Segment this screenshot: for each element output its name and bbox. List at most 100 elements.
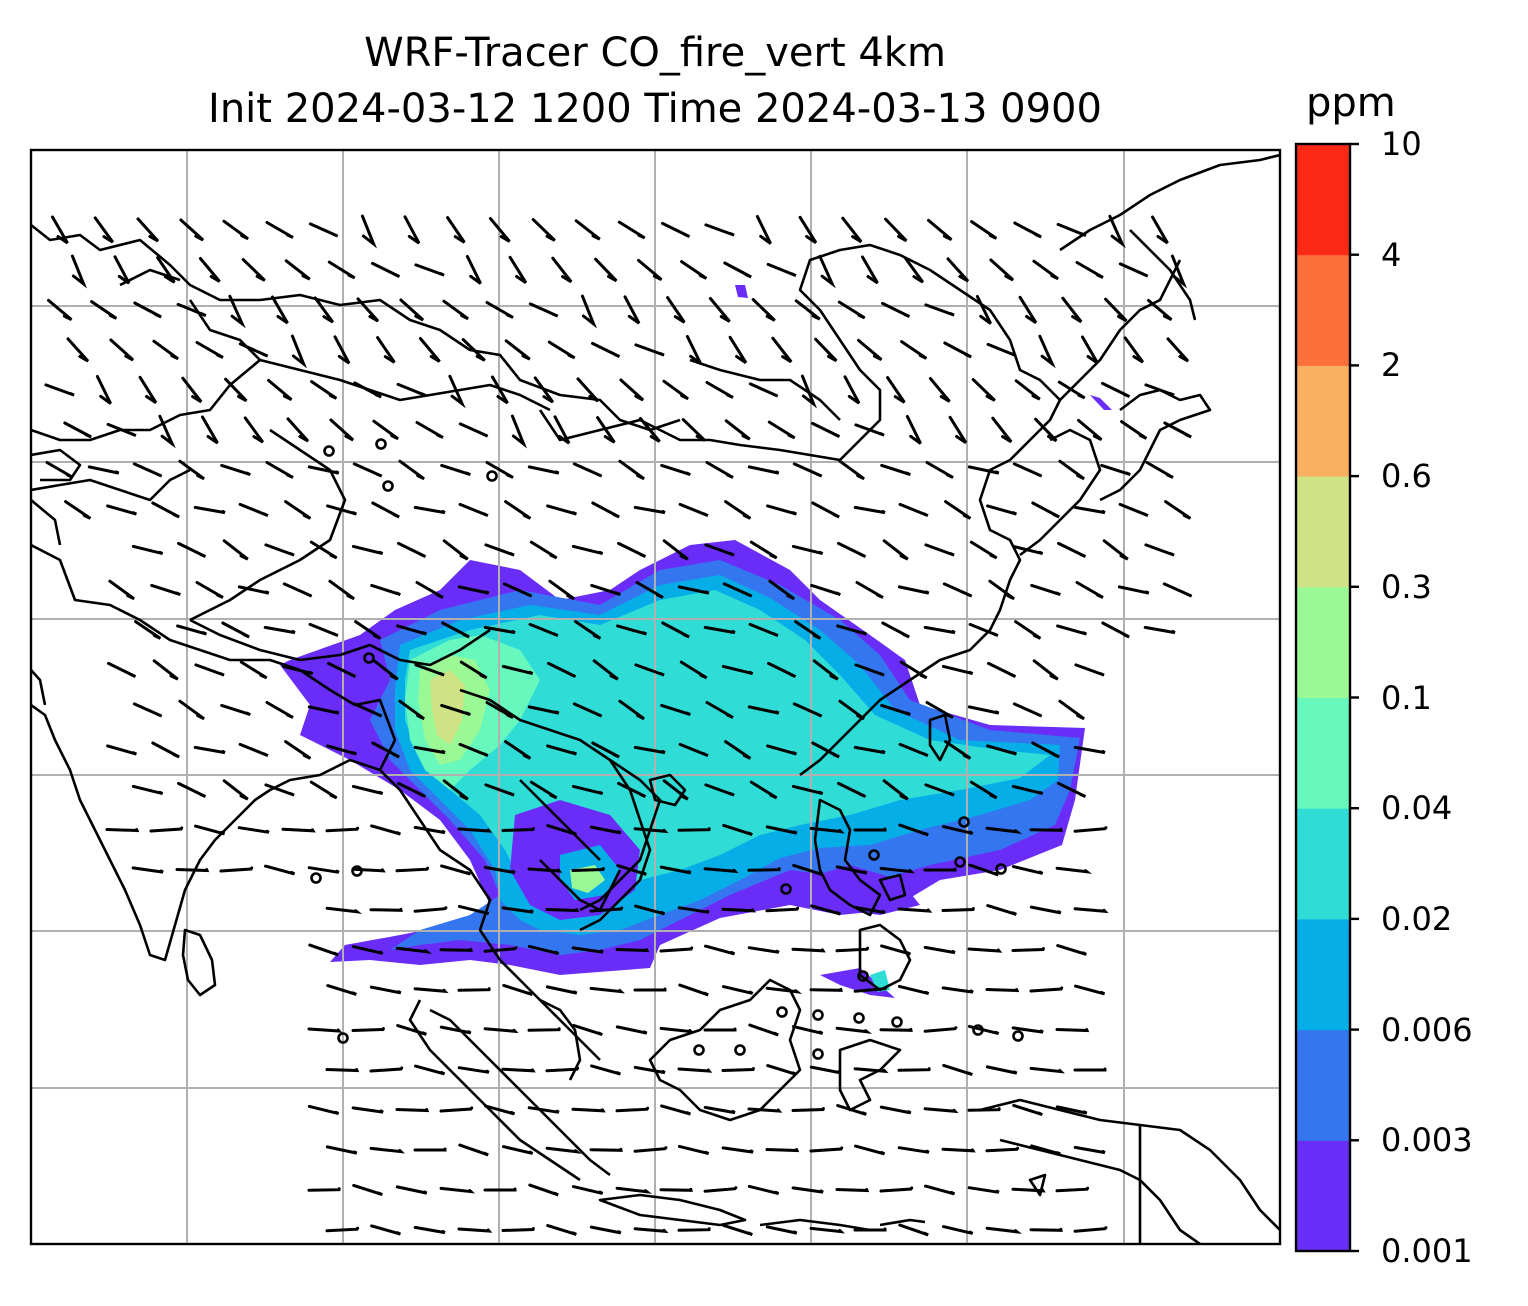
- wind-barb: [484, 783, 515, 797]
- wind-barb: [310, 380, 338, 400]
- wind-barb: [483, 1187, 517, 1192]
- wind-barb: [219, 866, 254, 873]
- wind-barb: [1029, 905, 1062, 915]
- wind-barb: [108, 579, 135, 601]
- wind-barb: [899, 660, 928, 680]
- wind-barb: [571, 1185, 604, 1195]
- wind-barb: [616, 864, 647, 876]
- wind-barb: [882, 779, 909, 801]
- wind-barb: [703, 625, 736, 635]
- wind-barb: [615, 948, 650, 953]
- wind-barb: [967, 1024, 1000, 1036]
- wind-barb: [528, 622, 559, 637]
- wind-barb: [64, 500, 92, 520]
- wind-barb: [491, 375, 509, 405]
- plume-speck-3: [735, 285, 748, 298]
- wind-barb: [1038, 334, 1056, 369]
- wind-barb: [1057, 781, 1087, 798]
- wind-barb: [837, 781, 867, 798]
- wind-barb: [898, 502, 929, 517]
- wind-barb: [351, 784, 384, 796]
- wind-barb: [501, 1145, 534, 1155]
- colorbar-tick-label: 0.6: [1381, 457, 1432, 496]
- wind-barb: [528, 1183, 559, 1197]
- wind-barb: [399, 298, 425, 322]
- wind-barb: [903, 256, 925, 284]
- wind-barb: [1108, 214, 1126, 249]
- wind-barb: [414, 663, 445, 677]
- colorbar-segment: [1296, 1140, 1350, 1252]
- wind-barb: [591, 501, 620, 519]
- wind-barb: [413, 987, 449, 994]
- wind-barb: [281, 827, 316, 833]
- wind-barb: [533, 376, 555, 404]
- colorbar-segment: [1296, 918, 1350, 1031]
- wind-barb: [51, 215, 69, 245]
- wind-barb: [439, 1025, 472, 1035]
- wind-barb: [1058, 699, 1085, 721]
- wind-barb: [501, 1227, 535, 1232]
- wind-barb: [369, 907, 403, 912]
- wind-barb: [370, 583, 401, 597]
- wind-barb: [1029, 1227, 1063, 1232]
- wind-barb: [633, 505, 666, 515]
- wind-barb: [131, 784, 164, 796]
- wind-barb: [987, 661, 1017, 678]
- wind-barb: [843, 375, 861, 405]
- wind-barb: [853, 827, 887, 832]
- wind-barb: [458, 502, 489, 517]
- wind-barb: [791, 784, 824, 796]
- wind-barb: [265, 221, 294, 239]
- wind-barb: [360, 214, 378, 249]
- wind-barb: [220, 703, 251, 717]
- wind-barb: [237, 585, 270, 595]
- wind-barb: [461, 338, 486, 362]
- wind-barb: [1012, 1103, 1043, 1117]
- wind-barb: [836, 624, 868, 636]
- wind-barb: [809, 1226, 845, 1234]
- wind-barb: [107, 661, 137, 678]
- wind-barb: [747, 1107, 783, 1113]
- wind-barb: [751, 298, 776, 322]
- wind-barb: [1074, 984, 1106, 996]
- wind-barb: [243, 416, 265, 444]
- wind-barb: [1073, 1067, 1107, 1072]
- wind-barb: [448, 374, 466, 409]
- wind-barb: [703, 1027, 737, 1032]
- wind-barb: [1074, 663, 1105, 677]
- wind-barb: [971, 378, 996, 402]
- wind-barb: [633, 1065, 666, 1075]
- wind-barb: [576, 377, 600, 403]
- wind-barb: [771, 336, 793, 364]
- wind-barb: [527, 465, 560, 475]
- wind-barb: [501, 906, 534, 914]
- wind-barb: [991, 416, 1013, 444]
- wind-barb: [811, 741, 840, 759]
- wind-barb: [1144, 543, 1175, 557]
- wind-barb: [396, 1024, 427, 1036]
- wind-barb: [967, 465, 1000, 475]
- wind-barb: [633, 745, 666, 755]
- wind-barb: [151, 741, 180, 759]
- wind-barb: [149, 826, 184, 833]
- colorbar-tick-label: 2: [1381, 346, 1402, 385]
- wind-barb: [1011, 784, 1044, 796]
- wind-barb: [704, 223, 735, 237]
- wind-barb: [326, 744, 358, 756]
- wind-barb: [791, 1025, 824, 1035]
- wind-barb: [527, 1106, 560, 1114]
- wind-barb: [528, 302, 559, 318]
- wind-barb: [969, 780, 998, 800]
- wind-barb: [136, 217, 160, 243]
- wind-barb: [704, 783, 735, 797]
- wind-barb: [1102, 539, 1129, 561]
- wind-barb: [705, 701, 734, 719]
- wind-barb: [853, 745, 886, 755]
- wind-barb: [457, 904, 490, 916]
- wind-barb: [879, 1027, 913, 1032]
- wind-barb: [501, 664, 534, 676]
- wind-barb: [985, 988, 1020, 993]
- wind-barb: [589, 986, 625, 994]
- wind-barb: [1073, 745, 1106, 755]
- wind-barb: [810, 904, 842, 916]
